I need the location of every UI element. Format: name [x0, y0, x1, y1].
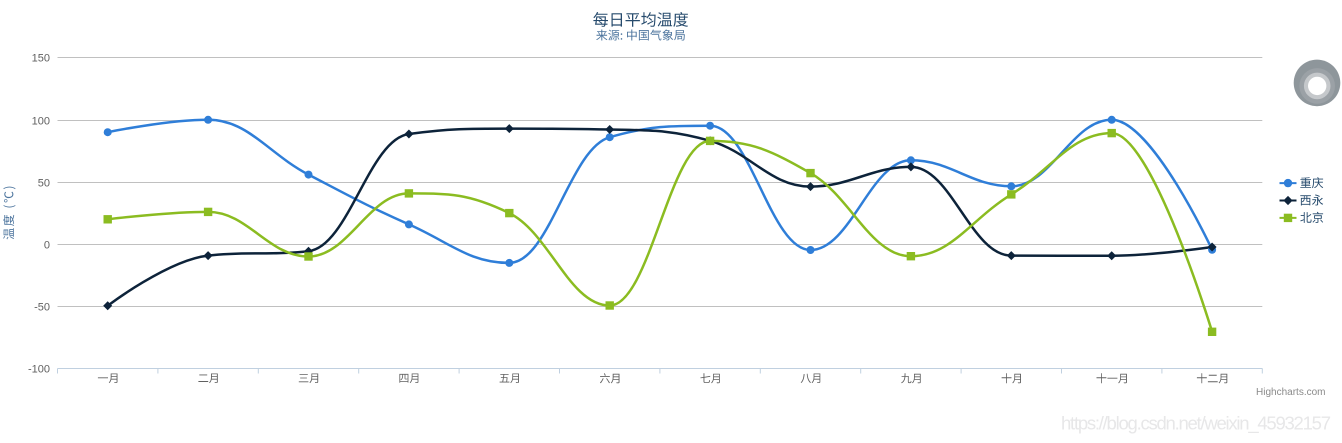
- svg-text:-50: -50: [34, 302, 50, 314]
- svg-text:0: 0: [44, 240, 50, 252]
- svg-text:-100: -100: [28, 364, 50, 376]
- svg-text:150: 150: [32, 53, 50, 65]
- svg-text:https://blog.csdn.net/weixin_4: https://blog.csdn.net/weixin_45932157: [1061, 413, 1331, 435]
- svg-text:100: 100: [32, 116, 50, 128]
- svg-text:50: 50: [38, 178, 50, 190]
- svg-text:Highcharts.com: Highcharts.com: [1256, 387, 1325, 398]
